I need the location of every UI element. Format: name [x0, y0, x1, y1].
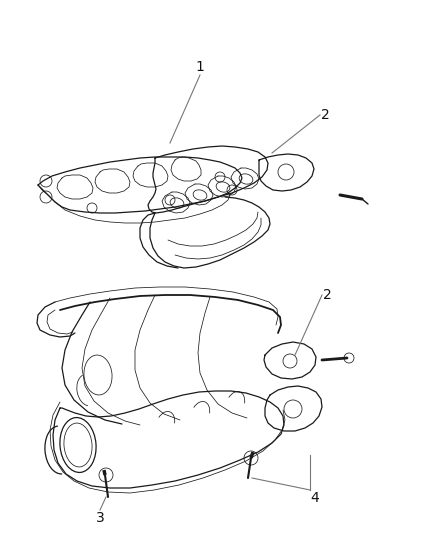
Text: 2: 2 — [323, 288, 332, 302]
Text: 4: 4 — [311, 491, 319, 505]
Text: 3: 3 — [95, 511, 104, 525]
Text: 1: 1 — [195, 60, 205, 74]
Text: 2: 2 — [321, 108, 329, 122]
